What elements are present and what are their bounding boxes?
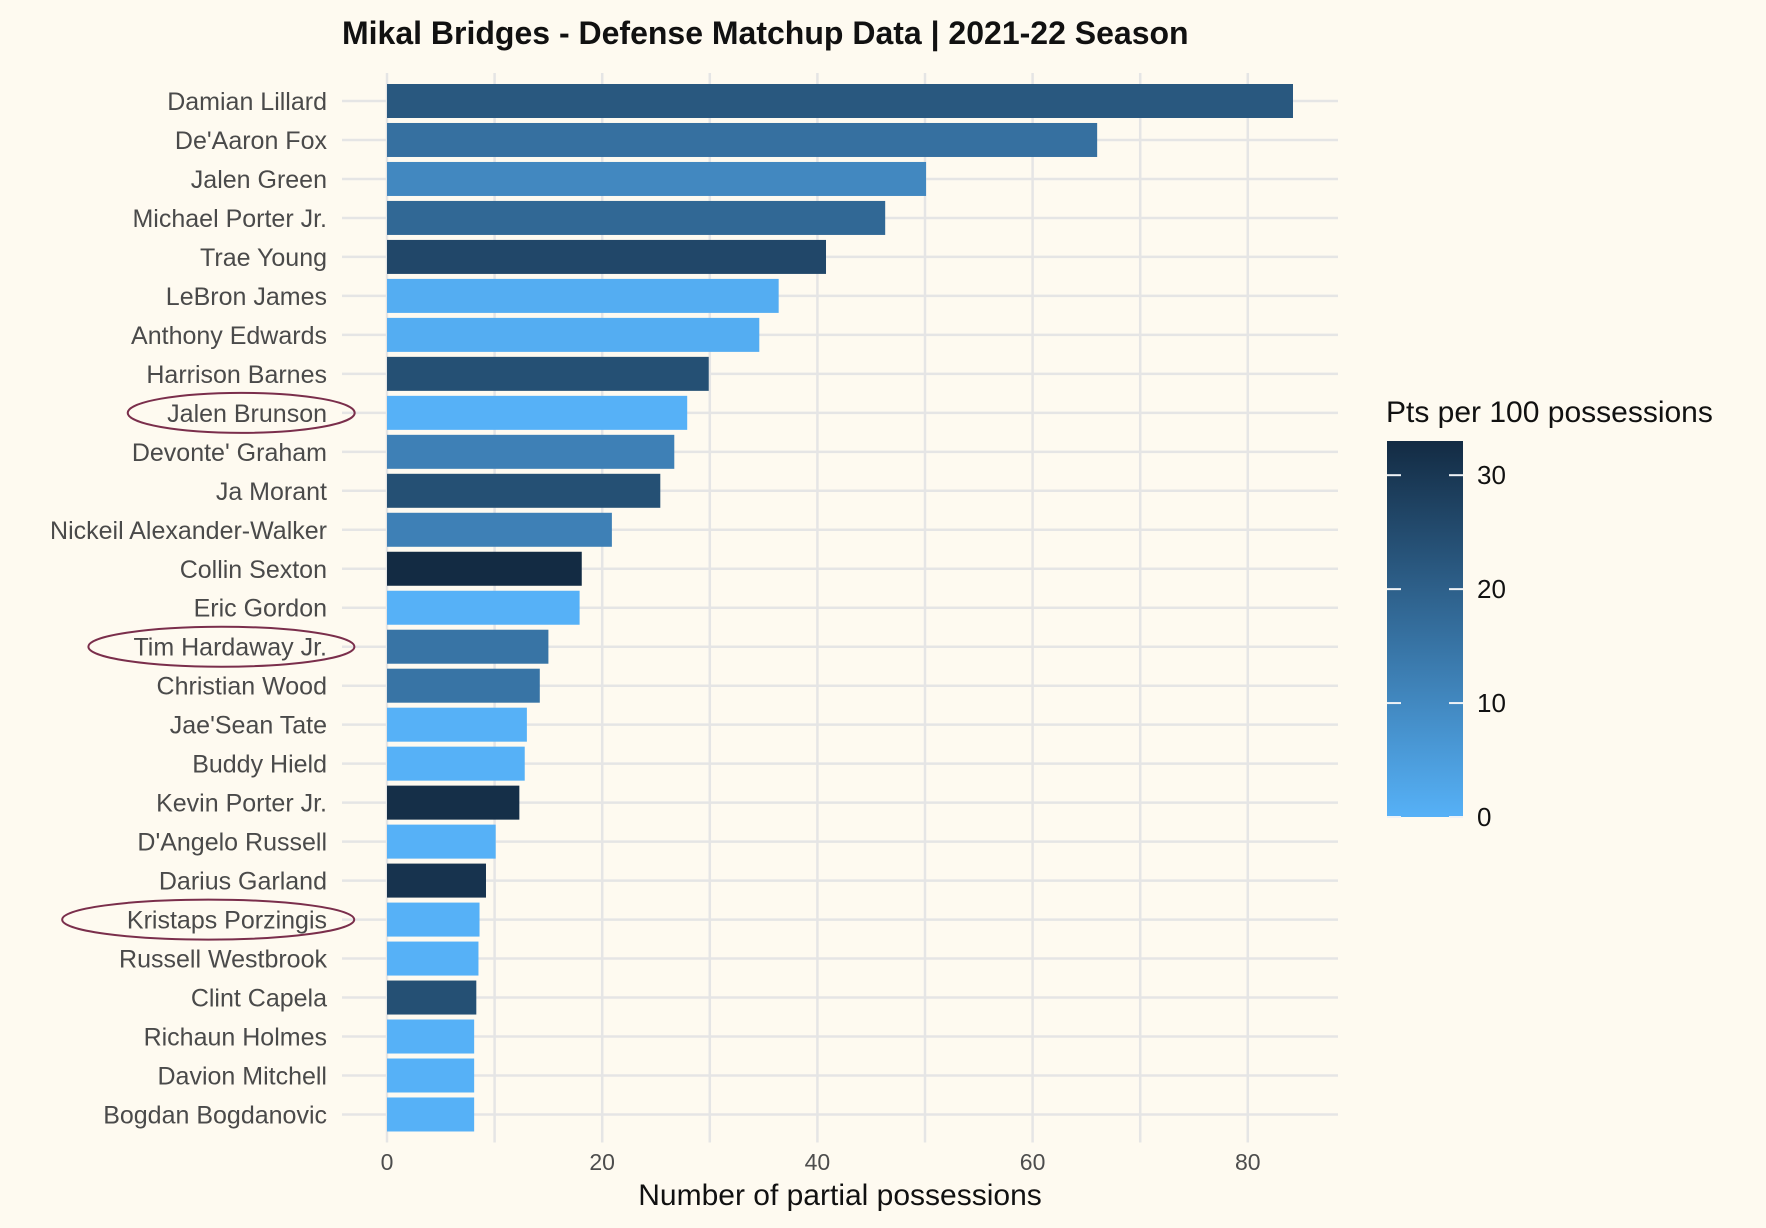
legend-tick-label: 30	[1477, 460, 1506, 490]
bar	[387, 785, 520, 820]
bar	[387, 317, 760, 352]
bar	[387, 629, 549, 664]
category-label: Jalen Green	[191, 166, 327, 194]
x-tick-label: 40	[805, 1149, 831, 1175]
legend-ticks: 0 10 20 30	[1387, 460, 1506, 832]
legend-title: Pts per 100 possessions	[1386, 396, 1713, 429]
bar	[387, 668, 540, 703]
category-label: Trae Young	[200, 244, 327, 272]
bar	[387, 746, 525, 781]
bar	[387, 1058, 475, 1093]
category-label: Jalen Brunson	[167, 400, 327, 428]
category-label: Richaun Holmes	[144, 1024, 327, 1052]
bar	[387, 395, 688, 430]
bar	[387, 512, 612, 547]
bar	[387, 1019, 475, 1054]
bar	[387, 239, 827, 274]
category-label: Devonte' Graham	[132, 439, 327, 467]
category-label: Clint Capela	[191, 985, 327, 1013]
highlight-rings	[61, 391, 356, 941]
category-label: Kristaps Porzingis	[127, 907, 327, 935]
category-label: De'Aaron Fox	[175, 127, 328, 155]
bar	[387, 473, 661, 508]
category-label: Christian Wood	[157, 673, 327, 701]
x-tick-label: 0	[381, 1149, 394, 1175]
category-labels: Damian Lillard De'Aaron Fox Jalen Green Mic…	[50, 88, 327, 1129]
highlight-ellipse	[61, 898, 356, 941]
x-tick-label: 20	[589, 1149, 615, 1175]
x-tick-label: 80	[1235, 1149, 1261, 1175]
category-label: Michael Porter Jr.	[132, 205, 327, 233]
category-label: Kevin Porter Jr.	[156, 790, 327, 818]
bar	[387, 356, 709, 391]
category-label: D'Angelo Russell	[137, 829, 327, 857]
chart-title: Mikal Bridges - Defense Matchup Data | 2…	[342, 15, 1189, 51]
highlight-ellipse	[87, 625, 356, 668]
category-label: Damian Lillard	[167, 88, 327, 116]
bar	[387, 863, 486, 898]
category-label: Bogdan Bogdanovic	[103, 1101, 327, 1129]
x-axis-ticks: 0 20 40 60 80	[381, 1149, 1261, 1175]
bar	[387, 941, 479, 976]
category-label: Russell Westbrook	[119, 946, 327, 974]
bar	[387, 902, 480, 937]
bar	[387, 278, 779, 313]
legend-tick-label: 10	[1477, 688, 1506, 718]
bar	[387, 980, 477, 1015]
legend-tick-label: 20	[1477, 574, 1506, 604]
x-axis-title: Number of partial possessions	[638, 1179, 1042, 1212]
highlight-ellipse	[126, 391, 356, 434]
category-label: Eric Gordon	[194, 595, 327, 623]
category-label: LeBron James	[166, 283, 327, 311]
bar	[387, 1097, 475, 1132]
bars	[387, 84, 1293, 1132]
bar	[387, 434, 675, 469]
bar	[387, 161, 927, 196]
bar	[387, 200, 886, 235]
bar	[387, 590, 580, 625]
category-label: Davion Mitchell	[157, 1063, 327, 1091]
category-label: Jae'Sean Tate	[170, 712, 327, 740]
category-label: Nickeil Alexander-Walker	[50, 517, 327, 545]
bar	[387, 84, 1293, 118]
category-label: Ja Morant	[216, 478, 327, 506]
legend-tick-label: 0	[1477, 802, 1491, 832]
legend-colorbar	[1387, 441, 1463, 817]
category-label: Harrison Barnes	[146, 361, 327, 389]
bar	[387, 824, 496, 859]
bar	[387, 122, 1098, 157]
bar	[387, 551, 582, 586]
category-label: Collin Sexton	[180, 556, 327, 584]
bar	[387, 707, 527, 742]
x-tick-label: 60	[1020, 1149, 1046, 1175]
category-label: Darius Garland	[159, 868, 327, 896]
color-legend: Pts per 100 possessions 0 10 20 30	[1386, 396, 1713, 832]
category-label: Tim Hardaway Jr.	[133, 634, 327, 662]
category-label: Anthony Edwards	[131, 322, 327, 350]
category-label: Buddy Hield	[192, 751, 327, 779]
